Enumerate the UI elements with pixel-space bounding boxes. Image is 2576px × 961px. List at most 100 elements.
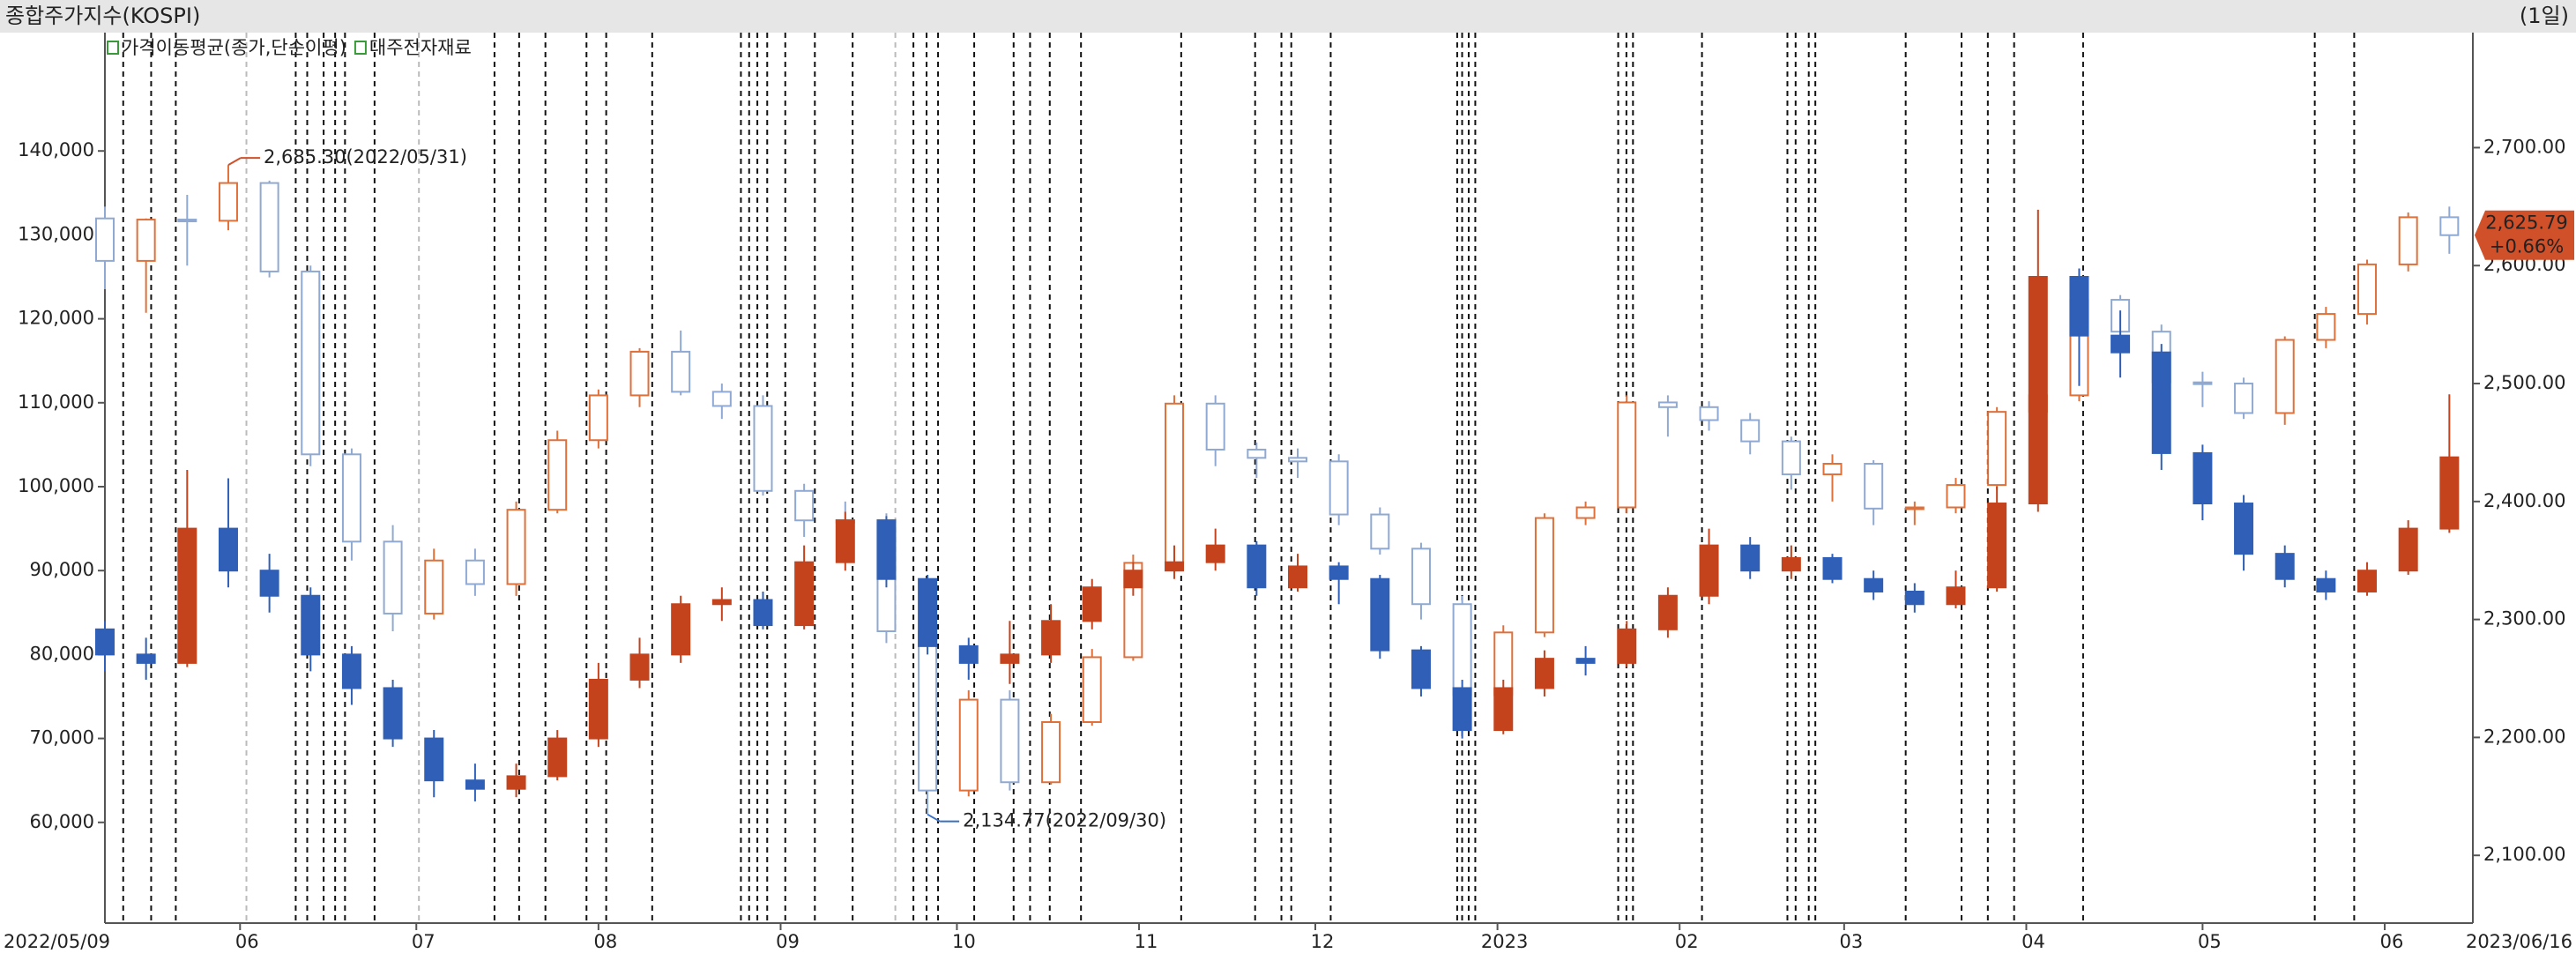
candle-body: [2028, 276, 2048, 505]
candle-body: [2398, 527, 2418, 572]
candle-body: [2274, 339, 2295, 414]
candle-body: [2357, 570, 2378, 592]
candle-body: [1575, 658, 1596, 664]
annotation-label: 2,134.77(2022/09/30): [963, 810, 1166, 831]
candle-body: [547, 737, 568, 778]
y-tick-label: 130,000: [18, 223, 94, 244]
candle-body: [958, 698, 979, 792]
x-tick-label: 02: [1675, 931, 1699, 952]
y-tick-label: 110,000: [18, 391, 94, 413]
x-tick-label: 06: [235, 931, 259, 952]
candle-body: [1534, 658, 1554, 689]
candle-body: [794, 561, 815, 627]
candle-body: [177, 219, 197, 223]
candle-body: [629, 350, 650, 397]
candle-body: [2234, 503, 2254, 555]
candle-body: [1781, 556, 1801, 572]
candle-body: [753, 599, 773, 627]
candle-body: [1534, 517, 1554, 634]
candle-body: [301, 594, 321, 656]
candle-body: [588, 394, 608, 442]
candle-body: [218, 527, 238, 572]
x-tick-label: 10: [952, 931, 976, 952]
candle-body: [1493, 687, 1514, 732]
y2-tick-label: 2,700.00: [2483, 136, 2566, 157]
y2-tick-label: 2,300.00: [2483, 608, 2566, 629]
candle-body: [1699, 544, 1719, 597]
candle-body: [588, 678, 608, 740]
candle-body: [1946, 586, 1966, 606]
candle-body: [1041, 721, 1061, 784]
candle-body: [753, 405, 773, 492]
candle-body: [218, 182, 238, 222]
candle-body: [1657, 401, 1678, 408]
x-tick-label: 05: [2198, 931, 2222, 952]
candle-body: [629, 653, 650, 681]
candle-body: [1165, 402, 1185, 564]
candle-body: [1123, 570, 1143, 589]
candle-body: [671, 350, 691, 393]
candle-body: [1041, 620, 1061, 656]
current-value-box: [2475, 210, 2574, 260]
y-tick-label: 100,000: [18, 475, 94, 496]
candle-body: [711, 599, 732, 606]
candle-body: [2316, 313, 2336, 341]
y-tick-label: 120,000: [18, 308, 94, 329]
candle-body: [341, 653, 361, 689]
y-tick-label: 90,000: [30, 559, 94, 580]
candle-body: [1657, 594, 1678, 630]
candle-body: [1411, 649, 1431, 689]
candle-body: [1247, 544, 1267, 589]
candle-body: [2151, 351, 2171, 454]
candle-body: [259, 182, 279, 272]
candle-body: [1205, 402, 1225, 451]
candle-body: [2274, 553, 2295, 580]
x-tick-label: 12: [1311, 931, 1335, 952]
candle-body: [1617, 628, 1637, 664]
candle-body: [1370, 577, 1390, 652]
candle-body: [2193, 381, 2213, 385]
candle-body: [2069, 276, 2089, 337]
candle-body: [383, 540, 403, 615]
candle-body: [547, 439, 568, 511]
candle-body: [1329, 460, 1349, 516]
x-tick-label: 06: [2380, 931, 2404, 952]
candle-body: [1082, 656, 1102, 724]
y2-tick-label: 2,200.00: [2483, 726, 2566, 747]
candle-body: [1370, 513, 1390, 550]
candle-body: [341, 453, 361, 543]
candle-body: [1864, 577, 1884, 592]
candle-body: [1987, 503, 2007, 589]
candle-body: [2111, 334, 2131, 354]
candle-body: [2234, 383, 2254, 414]
candle-body: [424, 559, 444, 615]
candle-body: [136, 653, 156, 664]
candle-body: [1329, 565, 1349, 580]
x-tick-label: 09: [776, 931, 800, 952]
y2-tick-label: 2,500.00: [2483, 372, 2566, 393]
y2-tick-label: 2,400.00: [2483, 490, 2566, 511]
chart-title: 종합주가지수(KOSPI): [5, 4, 200, 28]
x-start-label: 2022/05/09: [4, 931, 110, 952]
candle-body: [383, 687, 403, 740]
candle-body: [835, 519, 855, 563]
candle-body: [918, 577, 938, 647]
period-label: (1일): [2520, 4, 2569, 28]
candle-body: [1575, 506, 1596, 519]
plot-area: [105, 33, 2473, 923]
candle-body: [1000, 698, 1020, 784]
legend-label: 대주전자재료: [369, 37, 472, 58]
candle-body: [1987, 411, 2007, 487]
x-tick-label: 2023: [1481, 931, 1528, 952]
candle-body: [1411, 548, 1431, 606]
candle-body: [1904, 590, 1925, 606]
candle-body: [1165, 561, 1185, 572]
x-end-label: 2023/06/16: [2466, 931, 2572, 952]
candle-body: [95, 628, 115, 656]
candle-body: [506, 509, 526, 585]
candle-body: [506, 775, 526, 790]
y-tick-label: 70,000: [30, 727, 94, 749]
x-tick-label: 11: [1135, 931, 1158, 952]
x-tick-label: 03: [1839, 931, 1863, 952]
